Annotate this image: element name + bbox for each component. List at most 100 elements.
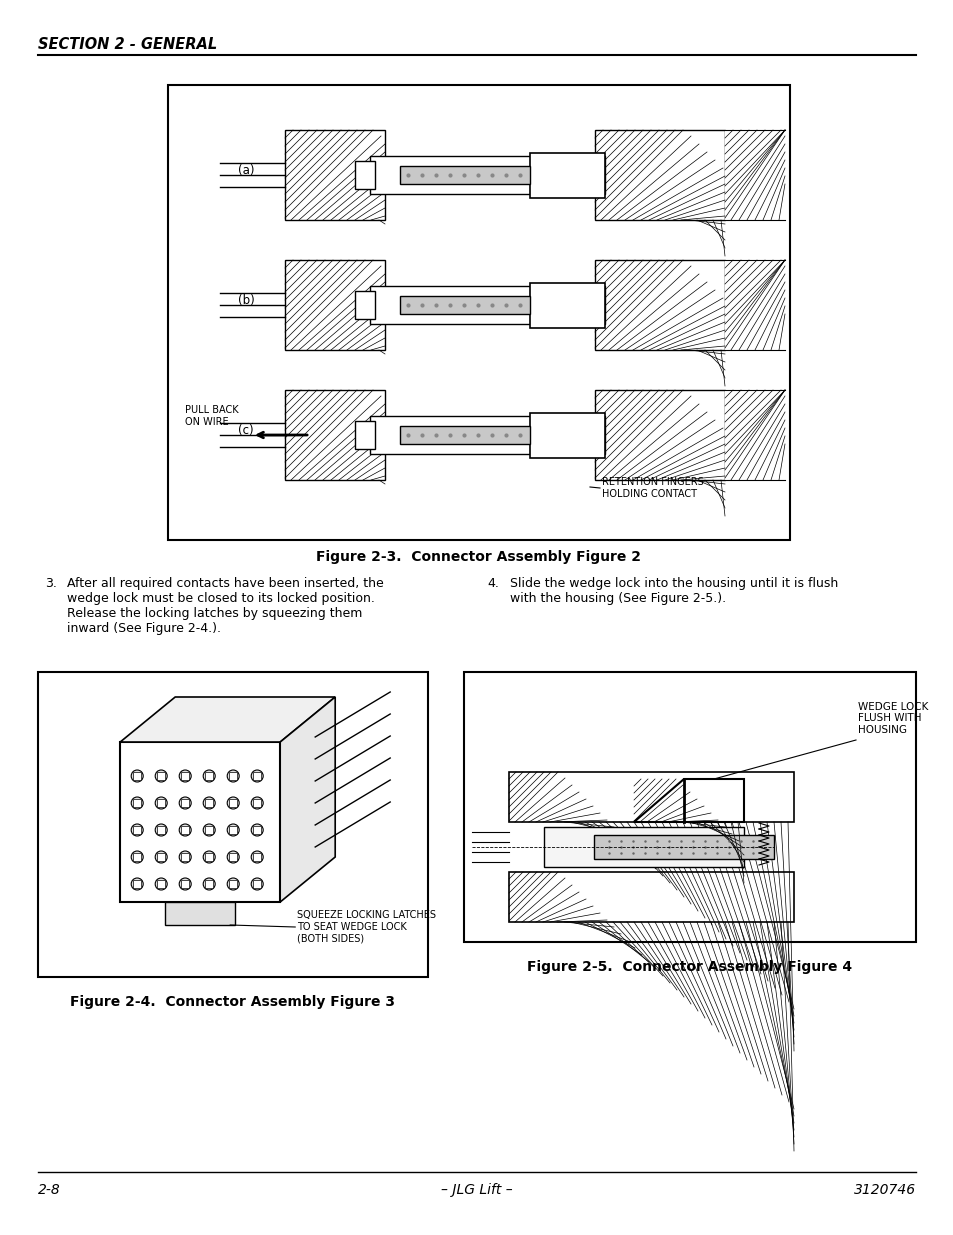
Text: Figure 2-4.  Connector Assembly Figure 3: Figure 2-4. Connector Assembly Figure 3 <box>71 995 395 1009</box>
Bar <box>253 772 261 781</box>
Polygon shape <box>165 902 235 925</box>
Bar <box>285 390 385 480</box>
Bar <box>181 826 189 834</box>
Circle shape <box>155 797 167 809</box>
Bar <box>229 799 237 806</box>
Text: 2-8: 2-8 <box>38 1183 61 1197</box>
Bar <box>157 826 165 834</box>
Polygon shape <box>509 772 793 823</box>
Polygon shape <box>634 779 743 823</box>
Circle shape <box>155 851 167 863</box>
Circle shape <box>132 824 143 836</box>
Bar <box>229 881 237 888</box>
Bar <box>205 799 213 806</box>
Bar <box>253 881 261 888</box>
Circle shape <box>203 797 215 809</box>
Circle shape <box>227 851 239 863</box>
Bar <box>370 287 604 324</box>
Bar <box>355 291 375 319</box>
Circle shape <box>227 878 239 890</box>
Circle shape <box>179 824 191 836</box>
Circle shape <box>179 797 191 809</box>
Bar <box>157 881 165 888</box>
Circle shape <box>251 769 263 782</box>
Bar <box>157 853 165 861</box>
Text: SQUEEZE LOCKING LATCHES
TO SEAT WEDGE LOCK
(BOTH SIDES): SQUEEZE LOCKING LATCHES TO SEAT WEDGE LO… <box>297 910 436 944</box>
Text: SECTION 2 - GENERAL: SECTION 2 - GENERAL <box>38 37 217 52</box>
Circle shape <box>179 878 191 890</box>
Bar <box>355 421 375 450</box>
Text: After all required contacts have been inserted, the
wedge lock must be closed to: After all required contacts have been in… <box>67 577 383 635</box>
Text: (a): (a) <box>237 163 254 177</box>
Circle shape <box>203 824 215 836</box>
Bar <box>724 261 784 350</box>
Circle shape <box>227 797 239 809</box>
Circle shape <box>251 797 263 809</box>
Bar <box>133 772 141 781</box>
Bar <box>285 130 385 220</box>
Bar <box>133 853 141 861</box>
Bar <box>181 881 189 888</box>
Bar <box>370 156 604 194</box>
Bar <box>399 165 530 184</box>
Bar <box>157 799 165 806</box>
Bar <box>253 826 261 834</box>
Bar <box>133 826 141 834</box>
Bar <box>595 390 724 480</box>
Bar <box>133 799 141 806</box>
Circle shape <box>251 878 263 890</box>
Text: Slide the wedge lock into the housing until it is flush
with the housing (See Fi: Slide the wedge lock into the housing un… <box>510 577 838 605</box>
Bar <box>595 130 724 220</box>
Bar <box>724 130 784 220</box>
Bar <box>229 853 237 861</box>
Circle shape <box>179 769 191 782</box>
Bar <box>181 853 189 861</box>
Text: WEDGE LOCK
FLUSH WITH
HOUSING: WEDGE LOCK FLUSH WITH HOUSING <box>857 701 927 735</box>
Polygon shape <box>120 742 280 902</box>
Bar <box>530 283 604 327</box>
Circle shape <box>155 769 167 782</box>
Bar <box>595 261 724 350</box>
Circle shape <box>227 769 239 782</box>
Bar <box>530 152 604 198</box>
Bar <box>463 672 915 942</box>
Bar <box>399 296 530 314</box>
Bar <box>253 799 261 806</box>
Circle shape <box>203 878 215 890</box>
Text: Figure 2-3.  Connector Assembly Figure 2: Figure 2-3. Connector Assembly Figure 2 <box>316 550 640 564</box>
Circle shape <box>227 824 239 836</box>
Circle shape <box>203 769 215 782</box>
Bar <box>724 390 784 480</box>
Text: 3120746: 3120746 <box>853 1183 915 1197</box>
Polygon shape <box>280 697 335 902</box>
Bar <box>181 772 189 781</box>
Circle shape <box>132 769 143 782</box>
Bar <box>181 799 189 806</box>
Circle shape <box>132 797 143 809</box>
Polygon shape <box>594 835 773 860</box>
Bar <box>133 881 141 888</box>
Text: RETENTION FINGERS
HOLDING CONTACT: RETENTION FINGERS HOLDING CONTACT <box>601 477 703 499</box>
Circle shape <box>155 878 167 890</box>
Bar <box>168 85 789 540</box>
Bar <box>399 426 530 445</box>
Circle shape <box>251 851 263 863</box>
Circle shape <box>251 824 263 836</box>
Text: 4.: 4. <box>486 577 498 590</box>
Text: 3.: 3. <box>45 577 57 590</box>
Bar <box>157 772 165 781</box>
Text: – JLG Lift –: – JLG Lift – <box>440 1183 513 1197</box>
Circle shape <box>179 851 191 863</box>
Bar <box>253 853 261 861</box>
Text: (c): (c) <box>237 424 253 436</box>
Bar <box>205 853 213 861</box>
Circle shape <box>132 878 143 890</box>
Text: (b): (b) <box>237 294 254 306</box>
Bar <box>205 826 213 834</box>
Bar <box>229 826 237 834</box>
Bar <box>229 772 237 781</box>
Polygon shape <box>543 827 743 867</box>
Bar <box>370 416 604 454</box>
Circle shape <box>155 824 167 836</box>
Bar <box>355 161 375 189</box>
